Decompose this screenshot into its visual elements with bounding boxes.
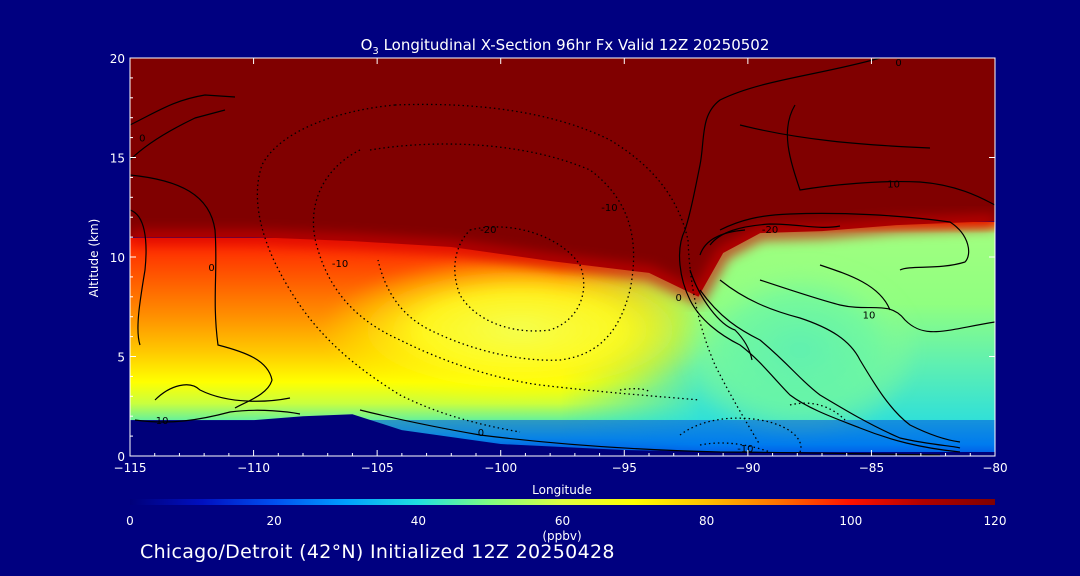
contour-line — [130, 209, 147, 346]
contour-label: 0 — [139, 134, 145, 145]
x-tick-label: −95 — [612, 461, 637, 475]
contour-line — [699, 289, 961, 449]
contour-label: 0 — [208, 263, 214, 274]
terrain — [130, 414, 995, 456]
contour-line — [369, 143, 635, 361]
footer-caption: Chicago/Detroit (42°N) Initialized 12Z 2… — [140, 541, 615, 563]
contour-lines-negative — [256, 103, 846, 453]
contour-line — [819, 264, 891, 311]
contour-line — [394, 103, 689, 241]
field-yellow-core — [320, 255, 720, 405]
contour-lines — [130, 58, 995, 456]
contour-label: 0 — [895, 58, 901, 69]
y-tick-label: 10 — [110, 251, 125, 265]
x-tick-label: −85 — [859, 461, 884, 475]
x-tick-label: −80 — [982, 461, 1007, 475]
contour-line — [130, 174, 273, 409]
contour-line — [130, 94, 236, 126]
contour-label: 0 — [478, 428, 484, 439]
x-tick-label: −105 — [361, 461, 394, 475]
contour-line — [719, 212, 970, 271]
y-axis-label: Altitude (km) — [87, 219, 101, 298]
contour-line — [699, 442, 771, 453]
x-tick-label: −110 — [237, 461, 270, 475]
colorbar-tick-label: 0 — [126, 514, 134, 528]
contour-line — [312, 149, 701, 401]
contour-line — [689, 269, 753, 361]
contour-line — [130, 109, 226, 161]
colorbar-units: (ppbv) — [542, 529, 581, 543]
x-tick-label: −90 — [735, 461, 760, 475]
colorbar-tick-label: 20 — [267, 514, 282, 528]
y-axis: 0 5 10 15 20 — [110, 52, 995, 464]
chart-title: O3 Longitudinal X-Section 96hr Fx Valid … — [361, 36, 770, 57]
contour-label: 0 — [675, 293, 681, 304]
contour-label: -20 — [480, 225, 496, 236]
contour-line — [699, 229, 746, 256]
contour-label: -20 — [762, 225, 778, 236]
contour-label: 10 — [887, 179, 900, 190]
contour-line — [256, 104, 521, 433]
colorbar-tick-label: 40 — [411, 514, 426, 528]
x-tick-label: −115 — [114, 461, 147, 475]
contour-line — [154, 384, 291, 402]
colorbar-tick-label: 80 — [699, 514, 714, 528]
x-axis: −115 −110 −105 −100 −95 −90 −85 −80 — [114, 58, 1008, 475]
contour-label: 10 — [863, 311, 876, 322]
contour-line — [679, 58, 961, 453]
colorbar — [130, 499, 995, 505]
contour-line — [789, 402, 846, 421]
colorbar-tick-label: 60 — [555, 514, 570, 528]
contour-line — [454, 226, 585, 332]
contour-label: 10 — [156, 416, 169, 427]
x-axis-label: Longitude — [532, 483, 592, 497]
contour-line — [739, 124, 931, 149]
x-tick-label: −100 — [484, 461, 517, 475]
y-tick-label: 0 — [117, 450, 125, 464]
field-cyan-core — [680, 260, 920, 440]
contour-label: -10 — [332, 259, 348, 270]
contour-line — [359, 409, 941, 456]
contour-line — [786, 104, 995, 206]
y-tick-label: 5 — [117, 351, 125, 365]
contour-line — [719, 279, 961, 443]
colorbar-tick-label: 100 — [839, 514, 862, 528]
colorbar-tick-label: 120 — [984, 514, 1007, 528]
contour-label: -10 — [601, 203, 617, 214]
contour-line — [759, 279, 995, 333]
contour-label: -10 — [737, 444, 753, 455]
plot-area: 0 0 10 -10 -20 -10 0 -20 10 10 0 0 -10 — [130, 58, 995, 456]
colorbar-ticks: 0 20 40 60 80 100 120 — [126, 514, 1006, 528]
tropopause-edge — [130, 214, 995, 306]
contour-line — [134, 409, 301, 423]
y-tick-label: 20 — [110, 52, 125, 66]
contour-labels: 0 0 10 -10 -20 -10 0 -20 10 10 0 0 -10 — [139, 58, 902, 455]
y-tick-label: 15 — [110, 152, 125, 166]
